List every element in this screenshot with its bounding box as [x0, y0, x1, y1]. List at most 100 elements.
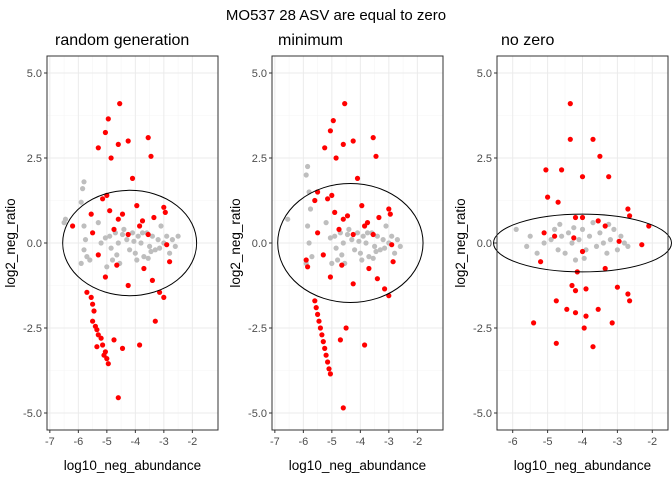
data-point-inlier	[339, 252, 345, 258]
x-axis-title: log10_neg_abundance	[64, 458, 201, 473]
data-point-outlier	[579, 214, 586, 221]
data-point-outlier	[567, 136, 573, 142]
data-point-outlier	[139, 218, 146, 224]
y-tick-label: 5.0	[27, 68, 42, 80]
y-axis-title: log2_neg_ratio	[453, 198, 468, 287]
data-point-outlier	[389, 242, 395, 248]
x-tick-label: -4	[355, 436, 365, 448]
x-tick-label: -2	[412, 436, 422, 448]
x-tick-label: -6	[508, 436, 518, 448]
data-point-inlier	[552, 226, 558, 232]
data-point-inlier	[380, 237, 386, 243]
data-point-outlier	[590, 344, 596, 350]
data-point-inlier	[356, 238, 362, 244]
data-point-inlier	[327, 235, 333, 241]
data-point-inlier	[155, 237, 161, 243]
data-point-outlier	[370, 135, 376, 141]
data-point-outlier	[315, 230, 321, 236]
data-point-outlier	[322, 345, 328, 351]
confidence-ellipse	[277, 183, 424, 303]
x-tick-label: -5	[102, 436, 112, 448]
data-point-inlier	[569, 240, 575, 246]
y-tick-label: 0.0	[27, 238, 42, 250]
data-point-outlier	[88, 294, 94, 300]
data-point-inlier	[618, 233, 624, 239]
y-axis-title: log2_neg_ratio	[228, 198, 243, 287]
data-point-outlier	[390, 259, 396, 265]
data-point-inlier	[169, 237, 175, 243]
data-point-inlier	[131, 238, 137, 244]
data-point-outlier	[366, 265, 372, 272]
data-point-inlier	[576, 237, 582, 243]
confidence-ellipse	[493, 213, 672, 273]
data-point-inlier	[382, 245, 388, 251]
data-point-inlier	[571, 225, 577, 231]
data-point-outlier	[145, 231, 151, 238]
panel-1: -7 -6 -5 -4 -3 -2 5.0 2.5 0.0 -2.5 -5.0 random gene…	[3, 32, 219, 473]
x-tick-label: -5	[543, 436, 553, 448]
data-point-inlier	[107, 233, 113, 239]
data-point-outlier	[303, 257, 309, 263]
series-outlier	[303, 101, 396, 411]
data-point-inlier	[534, 250, 540, 256]
data-point-outlier	[134, 203, 140, 209]
y-tick-label: 5.0	[252, 68, 267, 80]
panel-3: -6 -5 -4 -3 -2 5.0 2.5 0.0 -2.5 -5.0 no zero log10_…	[453, 32, 672, 473]
data-point-outlier	[117, 101, 123, 107]
data-point-outlier	[376, 214, 382, 221]
data-point-outlier	[329, 192, 335, 198]
x-tick-label: -2	[187, 436, 197, 448]
data-point-inlier	[124, 237, 130, 243]
data-point-inlier	[579, 226, 586, 232]
data-point-outlier	[541, 230, 547, 236]
data-point-inlier	[513, 226, 519, 232]
data-point-inlier	[360, 233, 366, 239]
data-point-outlier	[387, 211, 393, 217]
data-point-outlier	[374, 276, 380, 282]
x-tick-label: -2	[647, 436, 657, 448]
data-point-outlier	[315, 311, 321, 317]
data-point-outlier	[538, 259, 544, 265]
data-point-inlier	[157, 245, 163, 251]
data-point-outlier	[342, 101, 348, 107]
data-point-inlier	[373, 248, 379, 255]
data-point-outlier	[602, 223, 608, 229]
series-outlier	[70, 101, 173, 401]
data-point-outlier	[343, 325, 349, 331]
data-point-outlier	[95, 252, 101, 258]
data-point-outlier	[581, 325, 587, 331]
data-point-inlier	[346, 226, 352, 232]
data-point-inlier	[374, 233, 380, 239]
data-point-inlier	[78, 199, 84, 205]
data-point-inlier	[172, 243, 178, 249]
data-point-inlier	[139, 230, 146, 236]
data-point-inlier	[555, 247, 561, 253]
data-point-outlier	[553, 298, 559, 304]
y-tick-label: -5.0	[23, 408, 42, 420]
y-axis-title: log2_neg_ratio	[3, 198, 18, 287]
data-point-outlier	[362, 223, 368, 229]
data-point-inlier	[524, 243, 530, 249]
x-tick-label: -4	[130, 436, 140, 448]
data-point-inlier	[581, 255, 587, 261]
data-point-outlier	[386, 206, 392, 212]
data-point-inlier	[352, 247, 358, 253]
data-point-inlier	[84, 254, 90, 260]
data-point-inlier	[332, 233, 338, 239]
data-point-outlier	[161, 294, 167, 300]
data-point-outlier	[316, 318, 322, 324]
y-tick-label: 2.5	[27, 153, 42, 165]
data-point-outlier	[115, 216, 121, 222]
data-point-outlier	[340, 405, 346, 411]
data-point-inlier	[607, 237, 614, 243]
data-point-outlier	[326, 366, 332, 372]
figure-title: MO537 28 ASV are equal to zero	[226, 7, 446, 24]
y-tick-label: -5.0	[473, 408, 492, 420]
y-tick-label: -2.5	[473, 323, 492, 335]
confidence-ellipse	[62, 189, 198, 297]
data-point-outlier	[370, 231, 376, 238]
x-tick-label: -4	[578, 436, 588, 448]
data-point-outlier	[325, 359, 331, 365]
data-point-outlier	[337, 337, 343, 343]
